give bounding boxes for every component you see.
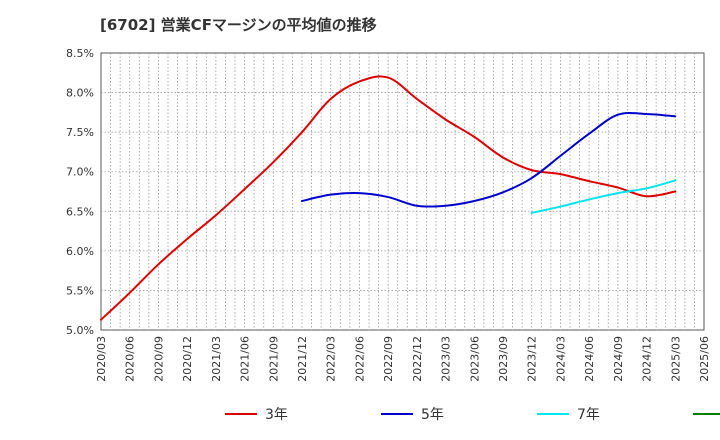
legend-label-3: 7年 [577,407,600,423]
x-tick-label: 2025/06 [698,336,711,382]
x-tick-label: 2020/12 [181,336,194,382]
y-tick-label: 7.5% [66,126,94,139]
x-tick-label: 2020/09 [152,336,165,382]
x-tick-label: 2024/06 [583,336,596,382]
x-tick-label: 2021/12 [296,336,309,382]
series-line-3 [530,179,677,214]
y-tick-label: 5.0% [66,324,94,337]
y-tick-label: 8.0% [66,87,94,100]
chart-title: [6702] 営業CFマージンの平均値の推移 [100,16,377,34]
x-tick-label: 2023/03 [440,336,453,382]
x-tick-label: 2024/09 [612,336,625,382]
x-tick-label: 2023/12 [526,336,539,382]
x-tick-label: 2020/03 [95,336,108,382]
x-tick-label: 2022/06 [353,336,366,382]
x-tick-label: 2021/03 [210,336,223,382]
legend: 3年5年7年10年 [225,407,720,423]
x-tick-label: 2024/03 [554,336,567,382]
x-tick-label: 2023/09 [497,336,510,382]
series-line-1 [100,75,677,321]
x-tick-label: 2022/09 [382,336,395,382]
series-layer [100,75,677,321]
y-tick-label: 6.5% [66,205,94,218]
series-line-2 [301,111,677,208]
y-tick-label: 5.5% [66,284,94,297]
x-tick-label: 2021/06 [239,336,252,382]
y-tick-label: 6.0% [66,245,94,258]
legend-label-2: 5年 [421,407,444,423]
x-tick-label: 2023/06 [468,336,481,382]
x-tick-label: 2020/06 [124,336,137,382]
x-tick-label: 2022/12 [411,336,424,382]
axis-layer: 5.0% 5.5% 6.0% 6.5% 7.0% 7.5% 8.0% 8.5% 2020/03 2… [66,47,711,382]
x-tick-label: 2022/03 [325,336,338,382]
legend-label-1: 3年 [265,407,288,423]
y-tick-label: 7.0% [66,166,94,179]
grid-layer [100,52,705,331]
y-tick-label: 8.5% [66,47,94,60]
x-tick-label: 2021/09 [267,336,280,382]
x-tick-label: 2024/12 [641,336,654,382]
plot-frame [100,52,705,331]
x-tick-label: 2025/03 [669,336,682,382]
